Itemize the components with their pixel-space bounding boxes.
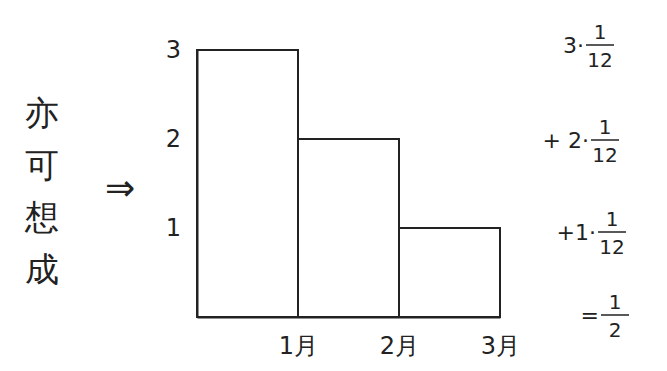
y-tick-label: 3 xyxy=(166,36,181,64)
x-tick: 2月 xyxy=(380,317,419,360)
x-tick-label: 1月 xyxy=(279,332,318,360)
numerator: 1 xyxy=(599,115,612,139)
formula-term: + 2· xyxy=(543,128,589,153)
formula-term: +1· xyxy=(557,220,596,245)
bars xyxy=(197,50,500,317)
denominator: 12 xyxy=(587,48,612,72)
denominator: 12 xyxy=(592,143,617,167)
arrow-label: ⇒ xyxy=(105,167,135,208)
numerator: 1 xyxy=(594,20,607,44)
y-tick: 2 xyxy=(166,125,197,153)
x-tick: 1月 xyxy=(279,317,318,360)
y-tick-label: 1 xyxy=(166,214,181,242)
x-tick-label: 2月 xyxy=(380,332,419,360)
numerator: 1 xyxy=(609,290,622,314)
bar xyxy=(298,139,399,317)
y-axis-line xyxy=(197,51,199,318)
y-tick-label: 2 xyxy=(166,125,181,153)
formula: 3·112+ 2·112+1·112= 12 xyxy=(543,20,629,342)
numerator: 1 xyxy=(606,207,619,231)
x-tick: 3月 xyxy=(481,317,520,360)
fraction-bar xyxy=(591,139,619,141)
chart: 1月2月3月123亦可想成⇒3·112+ 2·112+1·112= 12 xyxy=(0,0,667,371)
denominator: 2 xyxy=(609,318,622,342)
y-axis: 1 2 3 xyxy=(166,36,198,317)
formula-term: = xyxy=(581,303,599,328)
x-axis: 1月 2月 3月 xyxy=(198,317,521,360)
y-tick: 3 xyxy=(166,36,197,64)
annotation: 亦可想成 xyxy=(24,93,59,289)
fraction-bar xyxy=(586,44,614,46)
bar xyxy=(197,50,298,317)
formula-term: 3· xyxy=(563,33,584,58)
x-axis-line xyxy=(198,317,501,319)
fraction-bar xyxy=(601,314,629,316)
x-tick-label: 3月 xyxy=(481,332,520,360)
bar xyxy=(399,228,500,317)
fraction-bar xyxy=(598,231,626,233)
y-tick: 1 xyxy=(166,214,197,242)
denominator: 12 xyxy=(599,235,624,259)
